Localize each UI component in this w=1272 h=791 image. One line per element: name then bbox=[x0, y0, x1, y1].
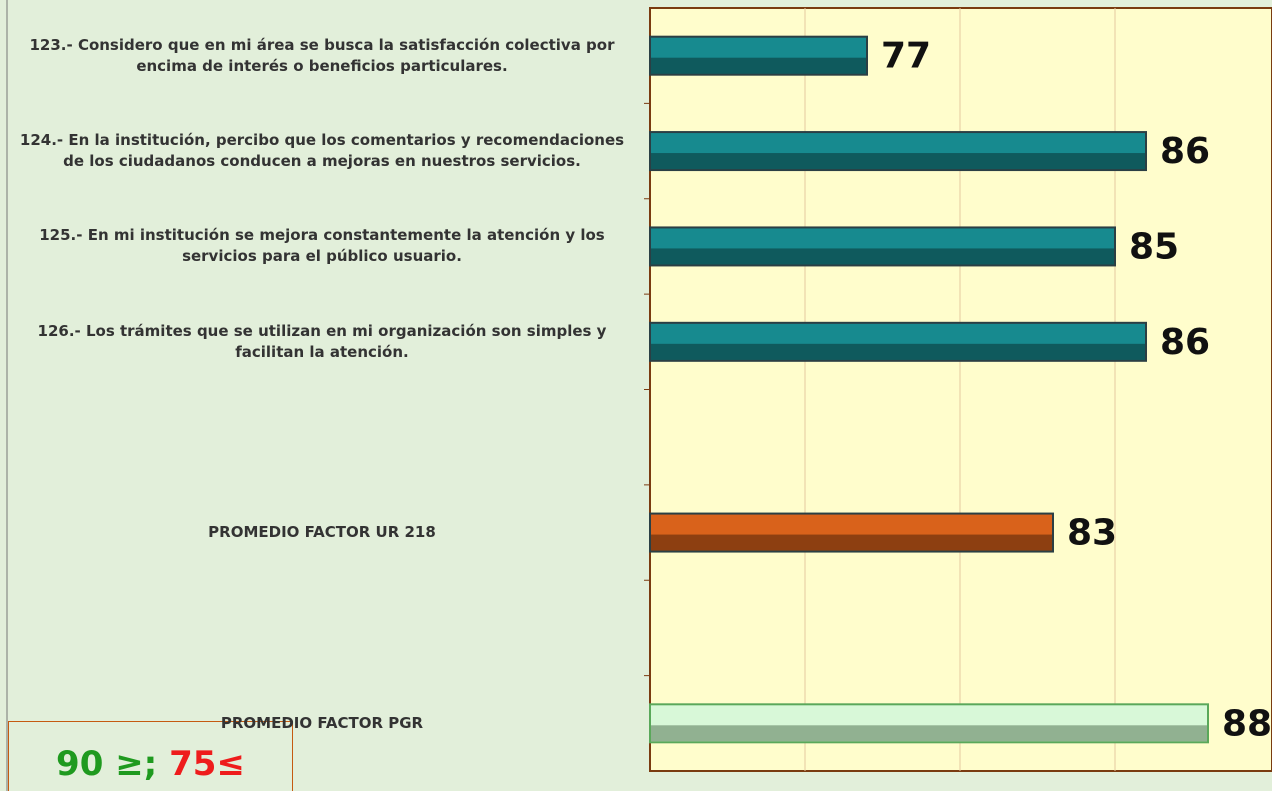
bar-shade bbox=[651, 248, 1114, 265]
value-label: 86 bbox=[1160, 131, 1210, 172]
value-label: 83 bbox=[1067, 513, 1117, 554]
bar bbox=[649, 226, 1116, 267]
note-low: 75≤ bbox=[169, 744, 245, 784]
legend-note: 90 ≥; 75≤ bbox=[8, 721, 293, 791]
category-label: PROMEDIO FACTOR PGR bbox=[220, 713, 424, 732]
bar-shade bbox=[651, 153, 1145, 170]
bar-shade bbox=[651, 57, 866, 74]
category-label: 123.- Considero que en mi área se busca … bbox=[29, 35, 615, 75]
bar bbox=[649, 131, 1147, 172]
value-label: 88 bbox=[1222, 703, 1272, 744]
note-high: 90 ≥; bbox=[56, 744, 158, 784]
bar-shade bbox=[651, 534, 1052, 551]
value-label: 85 bbox=[1129, 226, 1179, 267]
category-label: 124.- En la institución, percibo que los… bbox=[19, 131, 625, 171]
bar bbox=[649, 35, 868, 76]
bar bbox=[649, 321, 1147, 362]
plot-area bbox=[649, 7, 1272, 772]
category-label: PROMEDIO FACTOR UR 218 bbox=[208, 523, 436, 542]
value-label: 77 bbox=[881, 36, 931, 77]
bar-shade bbox=[651, 725, 1207, 742]
value-label: 86 bbox=[1160, 322, 1210, 363]
category-label: 126.- Los trámites que se utilizan en mi… bbox=[37, 321, 607, 361]
category-label: 125.- En mi institución se mejora consta… bbox=[39, 226, 605, 266]
bar bbox=[649, 512, 1054, 553]
bar-shade bbox=[651, 343, 1145, 360]
